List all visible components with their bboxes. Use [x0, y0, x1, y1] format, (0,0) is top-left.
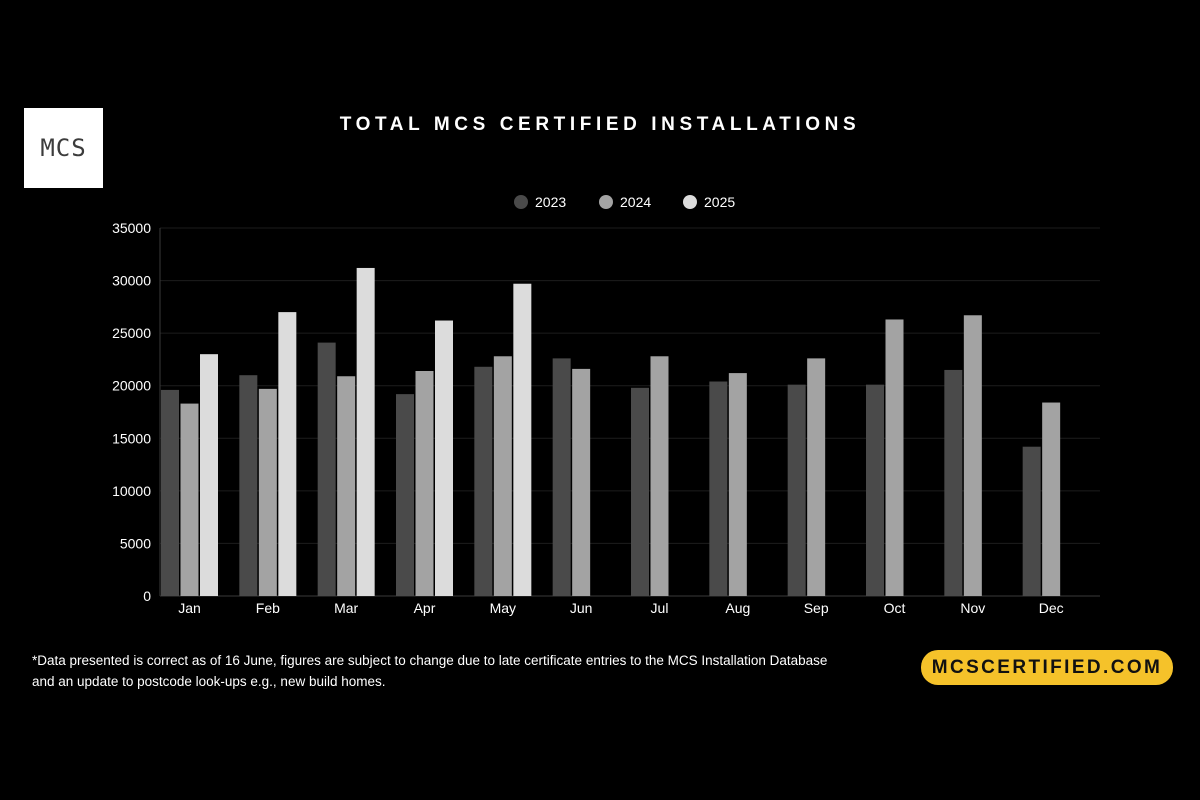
bar-2024-aug — [728, 373, 747, 596]
bar-2023-oct — [866, 384, 884, 596]
legend-marker-2025 — [683, 195, 697, 209]
bar-2023-aug — [709, 381, 728, 596]
bar-2024-sep — [807, 358, 826, 596]
x-tick-label: Apr — [414, 600, 436, 616]
logo-text: MCS — [40, 134, 87, 162]
bar-2023-nov — [944, 369, 963, 596]
legend-label-2023: 2023 — [535, 194, 566, 210]
x-tick-label: Dec — [1039, 600, 1064, 616]
bar-2023-mar — [317, 342, 336, 596]
bar-2023-jun — [552, 358, 571, 596]
x-tick-label: Oct — [884, 600, 906, 616]
legend-label-2025: 2025 — [704, 194, 735, 210]
bar-2023-jan — [161, 389, 179, 596]
bar-2023-may — [474, 366, 493, 596]
bar-2023-feb — [239, 375, 258, 596]
x-tick-label: Nov — [960, 600, 985, 616]
bar-2025-mar — [356, 267, 375, 596]
bar-chart: 0 5000 10000 15000 20000 25000 30000 35000 Jan Fe… — [112, 194, 1100, 616]
bar-2024-mar — [337, 376, 356, 596]
legend-marker-2024 — [599, 195, 613, 209]
footnote: *Data presented is correct as of 16 June… — [32, 653, 828, 689]
legend-marker-2023 — [514, 195, 528, 209]
x-tick-label: Jan — [178, 600, 201, 616]
mcs-logo: MCS — [24, 108, 103, 188]
y-tick-label: 35000 — [112, 220, 151, 236]
y-tick-label: 10000 — [112, 483, 151, 499]
x-tick-label: May — [490, 600, 516, 616]
bar-2025-apr — [435, 320, 453, 596]
x-tick-label: Mar — [334, 600, 358, 616]
website-link-button[interactable]: MCSCERTIFIED.COM — [921, 650, 1173, 685]
bar-2023-apr — [396, 394, 414, 596]
y-tick-label: 25000 — [112, 325, 151, 341]
bar-2024-apr — [415, 370, 434, 596]
legend-label-2024: 2024 — [620, 194, 651, 210]
chart-title: TOTAL MCS CERTIFIED INSTALLATIONS — [339, 114, 861, 135]
y-tick-label: 5000 — [120, 535, 151, 551]
x-tick-label: Jul — [651, 600, 669, 616]
bar-2024-feb — [258, 388, 277, 596]
website-link-label: MCSCERTIFIED.COM — [931, 656, 1163, 678]
bar-2023-dec — [1022, 446, 1041, 596]
x-tick-label: Feb — [256, 600, 280, 616]
bar-2024-dec — [1042, 402, 1061, 596]
y-tick-label: 15000 — [112, 430, 151, 446]
bar-2025-jan — [200, 354, 218, 596]
bar-2024-jul — [650, 356, 669, 596]
bar-2024-oct — [885, 319, 904, 596]
x-tick-label: Sep — [804, 600, 829, 616]
y-tick-label: 30000 — [112, 273, 151, 289]
y-tick-label: 0 — [143, 588, 151, 604]
bar-2023-jul — [631, 387, 649, 596]
bar-2024-jan — [180, 403, 199, 596]
bar-2025-may — [513, 283, 532, 596]
bar-2025-feb — [278, 312, 297, 596]
bar-2024-nov — [963, 315, 982, 596]
bar-2024-jun — [572, 368, 591, 596]
bar-2024-may — [493, 356, 512, 596]
x-tick-label: Jun — [570, 600, 593, 616]
x-tick-label: Aug — [725, 600, 750, 616]
bar-2023-sep — [787, 384, 806, 596]
y-tick-label: 20000 — [112, 378, 151, 394]
